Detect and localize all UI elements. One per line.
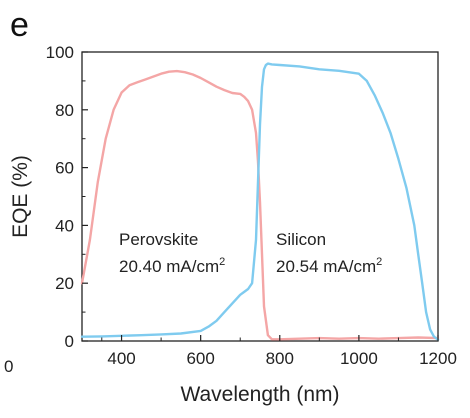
y-tick-label: 0 <box>65 332 74 351</box>
series-line-perovskite <box>80 69 440 341</box>
panel-letter: e <box>10 6 29 44</box>
silicon-annotation-value: 20.54 mA/cm2 <box>276 256 382 276</box>
ticks-layer: 400 600 800 1000 1200 0 20 40 60 80 100 <box>46 43 457 368</box>
silicon-jsc-superscript: 2 <box>376 256 382 268</box>
y-tick-label: 40 <box>55 216 74 235</box>
x-tick-label: 1000 <box>340 349 378 368</box>
silicon-annotation-name: Silicon <box>276 230 326 249</box>
y-axis-title: EQE (%) <box>9 155 32 238</box>
x-tick-label: 600 <box>186 349 214 368</box>
series-line-silicon <box>80 62 440 341</box>
y-tick-label: 20 <box>55 274 74 293</box>
perovskite-annotation-name: Perovskite <box>119 230 198 249</box>
y-tick-label: 80 <box>55 101 74 120</box>
perovskite-annotation-value: 20.40 mA/cm2 <box>119 256 225 276</box>
perovskite-jsc-text: 20.40 mA/cm <box>119 257 219 276</box>
y-tick-label: 60 <box>55 159 74 178</box>
perovskite-jsc-superscript: 2 <box>219 256 225 268</box>
silicon-jsc-text: 20.54 mA/cm <box>276 257 376 276</box>
x-tick-label: 800 <box>266 349 294 368</box>
x-tick-label: 1200 <box>419 349 457 368</box>
y-tick-label: 100 <box>46 43 74 62</box>
stray-tick-label: 0 <box>4 357 13 376</box>
series-layer <box>80 62 440 341</box>
x-axis-title: Wavelength (nm) <box>180 383 339 406</box>
x-tick-label: 400 <box>107 349 135 368</box>
